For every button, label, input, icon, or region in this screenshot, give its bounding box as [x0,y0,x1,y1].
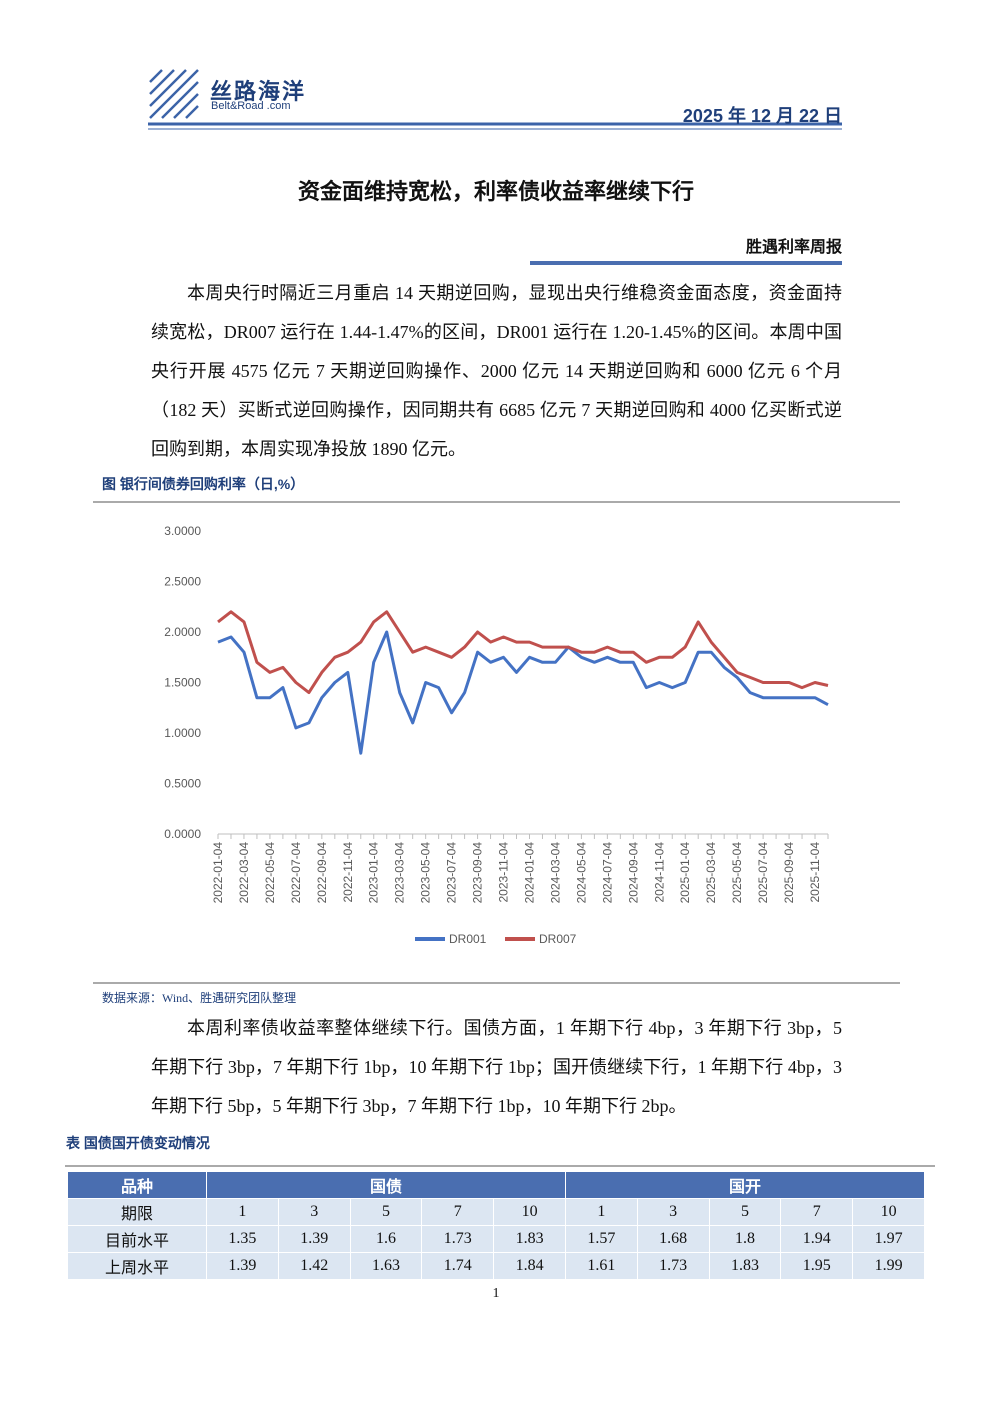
header-cell: 国开 [564,1171,926,1199]
row-header: 期限 [67,1198,207,1226]
logo-sub: Belt&Road .com [211,100,291,112]
x-tick-label: 2024-11-04 [652,842,666,903]
date: 2025 年 12 月 22 日 [682,106,842,126]
table-cell: 1.99 [852,1252,925,1280]
x-tick-label: 2024-07-04 [600,842,614,904]
table-row: 期限 1 3 5 7 10 1 3 5 7 10 [67,1198,925,1226]
x-tick-label: 2023-05-04 [419,842,433,904]
table-cell: 1.97 [852,1225,925,1253]
table-cell: 1.39 [277,1225,351,1253]
table-caption: 表 国债国开债变动情况 [66,1135,210,1151]
header-cell: 品种 [67,1171,207,1199]
x-tick-label: 2024-05-04 [574,842,588,904]
table-cell: 3 [277,1198,351,1226]
table-cell: 1.6 [349,1225,423,1253]
x-tick-label: 2022-03-04 [237,842,251,904]
table-cell: 1.74 [421,1252,495,1280]
table-cell: 1.83 [708,1252,782,1280]
x-tick-label: 2025-05-04 [730,842,744,904]
table-header: 品种 国债 国开 [67,1171,926,1199]
x-tick-label: 2022-11-04 [341,842,355,903]
table-cell: 1.73 [421,1225,495,1253]
x-tick-label: 2025-01-04 [678,842,692,904]
y-tick-label: 2.5000 [164,575,201,589]
x-tick-label: 2023-03-04 [393,842,407,904]
table-cell: 1.39 [206,1252,279,1280]
chart: 0.0000 0.5000 1.0000 1.5000 2.0000 2.5000 3.00… [164,524,829,946]
table-cell: 1.73 [636,1252,710,1280]
x-tick-label: 2024-01-04 [522,842,536,904]
x-tick-label: 2023-11-04 [497,842,511,903]
table-cell: 1.95 [780,1252,854,1280]
row-header: 目前水平 [67,1225,207,1253]
x-tick-label: 2023-01-04 [367,842,381,904]
y-tick-label: 1.0000 [164,726,201,740]
table-cell: 1 [206,1198,279,1226]
column-name: 胜遇利率周报 [745,239,842,256]
x-tick-label: 2025-11-04 [808,842,822,903]
series-line [217,630,829,755]
figure-caption: 图 银行间债券回购利率（日,%） [102,476,305,492]
table-cell: 1.83 [493,1225,566,1253]
series-line [217,610,829,695]
table-cell: 1.94 [780,1225,854,1253]
table-row: 上周水平 1.39 1.42 1.63 1.74 1.84 1.61 1.73 1.83 1.95… [67,1252,925,1280]
figure-source: 数据来源：Wind、胜遇研究团队整理 [102,991,297,1005]
page-number: 1 [492,1286,500,1301]
x-tick-label: 2022-07-04 [289,842,303,904]
table-cell: 1.63 [349,1252,423,1280]
table-cell: 5 [708,1198,782,1226]
y-tick-label: 1.5000 [164,676,201,690]
table-cell: 10 [852,1198,925,1226]
table-row: 目前水平 1.35 1.39 1.6 1.73 1.83 1.57 1.68 1.8 1.94 1.… [67,1225,925,1253]
table-cell: 7 [780,1198,854,1226]
table-cell: 5 [349,1198,423,1226]
x-tick-label: 2023-09-04 [471,842,485,904]
logo-icon [149,69,199,119]
x-tick-label: 2022-09-04 [315,842,329,904]
table-cell: 1.8 [708,1225,782,1253]
row-header: 上周水平 [67,1252,207,1280]
x-tick-label: 2025-09-04 [782,842,796,904]
x-tick-label: 2025-03-04 [704,842,718,904]
table-cell: 1.68 [636,1225,710,1253]
legend-label: DR007 [539,932,577,946]
table-cell: 10 [493,1198,566,1226]
title: 资金面维持宽松，利率债收益率继续下行 [297,179,694,204]
table-cell: 1.61 [564,1252,638,1280]
y-tick-label: 0.5000 [164,777,201,791]
x-tick-label: 2022-05-04 [263,842,277,904]
table-cell: 1.84 [493,1252,566,1280]
table-cell: 1.42 [277,1252,351,1280]
x-tick-label: 2024-09-04 [626,842,640,904]
y-tick-label: 3.0000 [164,524,201,538]
x-tick-label: 2022-01-04 [211,842,225,904]
data-table: 品种 国债 国开 期限 1 3 5 7 10 1 3 5 7 10 目前水平 1.35 1.39 1.6 1.… [67,1171,926,1280]
table-cell: 1.57 [564,1225,638,1253]
paragraph: 本周利率债收益率整体继续下行。国债方面，1 年期下行 4bp，3 年期下行 3b… [151,1018,842,1116]
table-cell: 3 [636,1198,710,1226]
x-tick-label: 2025-07-04 [756,842,770,904]
x-tick-label: 2024-03-04 [548,842,562,904]
y-tick-label: 2.0000 [164,625,201,639]
table-cell: 1 [564,1198,638,1226]
header-cell: 国债 [206,1171,566,1199]
table-cell: 1.35 [206,1225,279,1253]
x-tick-label: 2023-07-04 [445,842,459,904]
legend-label: DR001 [449,932,487,946]
paragraph: 本周央行时隔近三月重启 14 天期逆回购，显现出央行维稳资金面态度，资金面持续宽… [151,283,842,459]
table-cell: 7 [421,1198,495,1226]
logo-text: 丝路海洋 [210,79,307,104]
y-tick-label: 0.0000 [164,827,201,841]
